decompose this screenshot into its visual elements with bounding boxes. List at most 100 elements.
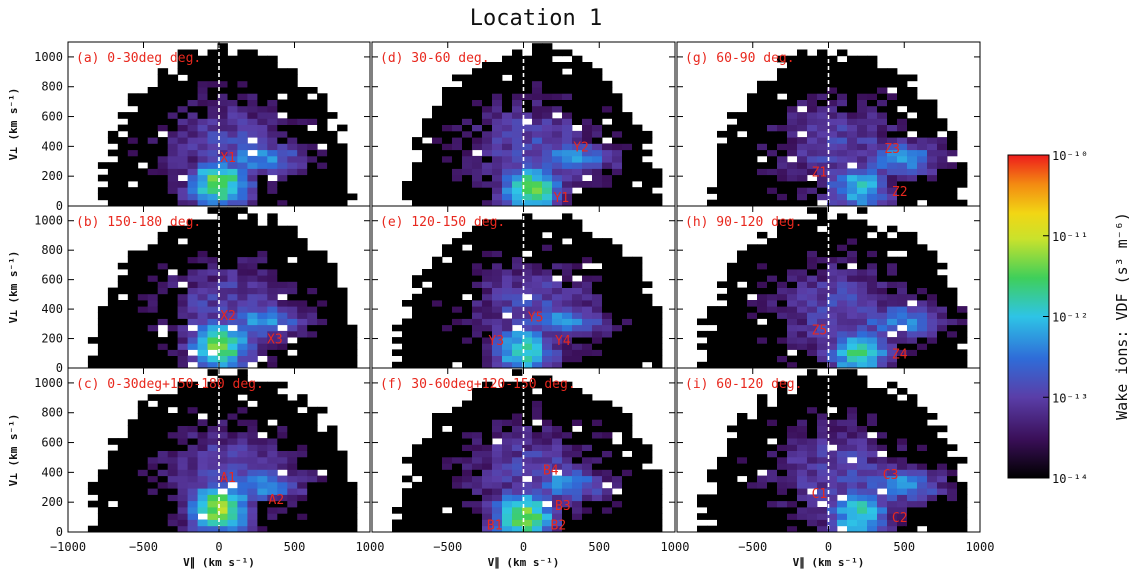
vdf-bin: [847, 275, 858, 282]
vdf-bin: [907, 343, 918, 350]
vdf-bin: [867, 419, 878, 426]
vdf-bin: [897, 400, 908, 408]
vdf-bin: [642, 312, 653, 319]
vdf-bin: [582, 68, 593, 75]
vdf-bin: [227, 419, 238, 426]
vdf-bin: [207, 130, 218, 138]
vdf-bin: [532, 324, 543, 332]
vdf-bin: [737, 287, 748, 295]
vdf-bin: [602, 355, 613, 363]
vdf-bin: [602, 456, 613, 464]
vdf-bin: [827, 481, 838, 489]
vdf-bin: [552, 456, 563, 464]
vdf-bin: [837, 507, 848, 514]
vdf-bin: [432, 425, 443, 433]
vdf-bin: [562, 444, 573, 451]
vdf-bin: [957, 507, 968, 514]
vdf-bin: [612, 281, 623, 288]
vdf-bin: [127, 124, 139, 132]
vdf-bin: [837, 375, 848, 383]
vdf-bin: [307, 343, 318, 350]
vdf-bin: [187, 80, 198, 88]
vdf-bin: [257, 469, 268, 477]
vdf-bin: [127, 525, 139, 533]
vdf-bin: [237, 375, 248, 383]
colorbar-tick-label: 10⁻¹²: [1052, 311, 1088, 325]
vdf-bin: [817, 207, 828, 214]
vdf-bin: [717, 337, 728, 344]
vdf-bin: [502, 250, 513, 258]
vdf-bin: [327, 262, 338, 270]
vdf-bin: [137, 463, 149, 470]
vdf-bin: [727, 318, 738, 326]
vdf-bin: [347, 525, 358, 533]
vdf-bin: [227, 62, 238, 69]
vdf-bin: [907, 400, 918, 408]
vdf-bin: [452, 406, 463, 414]
vdf-bin: [877, 87, 888, 94]
vdf-bin: [522, 244, 533, 251]
vdf-bin: [707, 525, 718, 533]
vdf-bin: [582, 324, 593, 332]
vdf-bin: [797, 87, 808, 94]
vdf-bin: [522, 225, 533, 233]
vdf-bin: [817, 413, 828, 420]
vdf-bin: [227, 507, 238, 514]
vdf-bin: [422, 330, 433, 338]
vdf-bin: [337, 475, 348, 483]
vdf-bin: [452, 494, 463, 502]
vdf-bin: [197, 225, 208, 233]
vdf-bin: [522, 400, 533, 408]
vdf-bin: [207, 62, 218, 69]
vdf-bin: [817, 219, 828, 227]
vdf-bin: [432, 494, 443, 502]
vdf-bin: [582, 400, 593, 408]
vdf-bin: [707, 343, 718, 350]
vdf-bin: [887, 256, 898, 264]
vdf-bin: [827, 256, 838, 264]
vdf-bin: [787, 231, 798, 239]
vdf-bin: [247, 343, 258, 350]
region-label: B4: [543, 463, 559, 478]
vdf-bin: [237, 130, 248, 138]
vdf-bin: [927, 293, 938, 301]
vdf-bin: [157, 244, 169, 251]
vdf-bin: [592, 343, 603, 350]
vdf-bin: [217, 431, 228, 439]
vdf-bin: [767, 469, 778, 477]
vdf-bin: [432, 463, 443, 470]
vdf-bin: [147, 431, 159, 439]
vdf-bin: [512, 256, 523, 264]
vdf-bin: [117, 162, 129, 169]
vdf-bin: [582, 343, 593, 350]
vdf-bin: [187, 519, 198, 527]
vdf-bin: [857, 93, 868, 100]
y-axis-title: V⊥ (km s⁻¹): [7, 414, 20, 487]
vdf-bin: [167, 174, 179, 182]
vdf-bin: [622, 269, 633, 276]
vdf-bin: [492, 431, 503, 439]
vdf-bin: [462, 137, 473, 144]
vdf-bin: [167, 143, 179, 151]
vdf-bin: [197, 87, 208, 94]
vdf-bin: [442, 137, 453, 144]
vdf-bin: [197, 330, 208, 338]
vdf-bin: [737, 337, 748, 344]
vdf-bin: [177, 130, 188, 138]
vdf-bin: [317, 337, 328, 344]
vdf-bin: [157, 112, 169, 119]
vdf-bin: [572, 513, 583, 520]
vdf-bin: [737, 199, 748, 207]
vdf-bin: [297, 507, 308, 514]
vdf-bin: [522, 306, 533, 313]
vdf-bin: [502, 93, 513, 100]
vdf-bin: [277, 281, 288, 288]
vdf-bin: [157, 256, 169, 264]
vdf-bin: [237, 281, 248, 288]
vdf-bin: [297, 112, 308, 119]
vdf-bin: [542, 149, 553, 157]
vdf-bins: [392, 369, 663, 533]
vdf-bin: [897, 361, 908, 369]
vdf-bin: [117, 438, 129, 445]
vdf-bin: [817, 281, 828, 288]
